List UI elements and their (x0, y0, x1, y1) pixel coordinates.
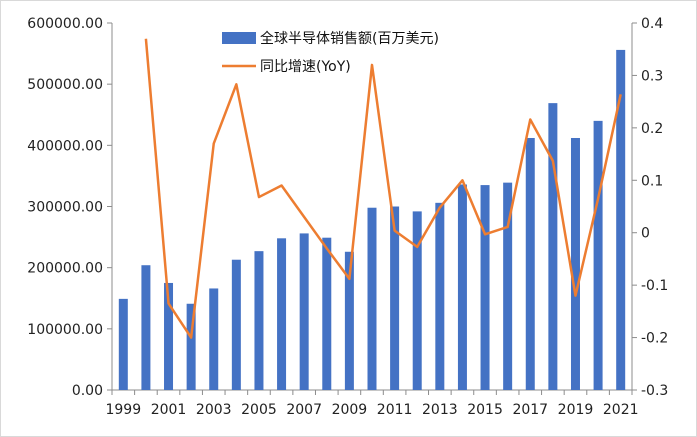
bar-2021 (616, 49, 626, 391)
x-tick-label: 2005 (241, 402, 277, 418)
bar-2004 (231, 259, 241, 390)
y-left-tick-label: 500000.00 (27, 77, 103, 93)
bar-2013 (435, 202, 445, 390)
x-tick-label: 2007 (286, 402, 322, 418)
bar-2019 (570, 137, 580, 390)
bar-2014 (457, 184, 467, 390)
bar-2015 (480, 185, 490, 390)
bar-2020 (593, 120, 603, 390)
legend-swatch-bar (222, 32, 256, 44)
bar-1999 (118, 298, 128, 390)
y-right-tick-label: -0.1 (641, 278, 668, 294)
y-right-tick-label: 0.2 (641, 121, 663, 137)
bar-2012 (412, 211, 422, 390)
line-layer (144, 38, 622, 339)
y-left-tick-label: 400000.00 (27, 138, 103, 154)
x-tick-label: 2003 (196, 402, 232, 418)
bar-2000 (141, 265, 151, 390)
y-right-tick-label: 0.1 (641, 173, 663, 189)
bar-2017 (525, 137, 535, 390)
x-tick-label: 2013 (422, 402, 458, 418)
bars-layer (118, 49, 626, 391)
y-right-tick-label: 0.3 (641, 68, 663, 84)
y-left-tick-label: 0.00 (72, 383, 103, 399)
x-tick-label: 2015 (467, 402, 503, 418)
x-tick-label: 2021 (603, 402, 639, 418)
legend: 全球半导体销售额(百万美元) 同比增速(YoY) (222, 30, 439, 75)
x-tick-label: 2009 (332, 402, 368, 418)
y-right-tick-label: -0.3 (641, 383, 668, 399)
yoy-line (144, 38, 622, 339)
bar-2010 (367, 207, 377, 390)
legend-label-line: 同比增速(YoY) (260, 59, 351, 75)
x-tick-label: 2019 (558, 402, 594, 418)
axes-layer (107, 22, 637, 395)
y-left-tick-label: 600000.00 (27, 16, 103, 32)
labels-layer: 600000.00 500000.00 400000.00 300000.00 2000… (27, 16, 668, 418)
y-right-tick-label: -0.2 (641, 331, 668, 347)
bar-2008 (322, 237, 332, 390)
x-tick-label: 1999 (105, 402, 141, 418)
x-tick-label: 2017 (512, 402, 548, 418)
bar-2005 (254, 251, 264, 390)
bar-2003 (209, 288, 219, 390)
x-tick-label: 2011 (377, 402, 413, 418)
y-left-tick-label: 300000.00 (27, 200, 103, 216)
y-left-tick-label: 200000.00 (27, 261, 103, 277)
bar-2002 (186, 303, 196, 390)
bar-2006 (277, 238, 287, 390)
bar-2011 (390, 206, 400, 390)
legend-label-bar: 全球半导体销售额(百万美元) (260, 30, 439, 47)
bar-2007 (299, 233, 309, 390)
bar-2018 (548, 103, 558, 391)
bar-2001 (164, 282, 174, 390)
y-right-tick-label: 0 (641, 226, 650, 242)
bar-2016 (503, 182, 513, 390)
y-right-tick-label: 0.4 (641, 16, 663, 32)
bar-2009 (344, 251, 354, 390)
x-tick-label: 2001 (151, 402, 187, 418)
y-left-tick-label: 100000.00 (27, 322, 103, 338)
